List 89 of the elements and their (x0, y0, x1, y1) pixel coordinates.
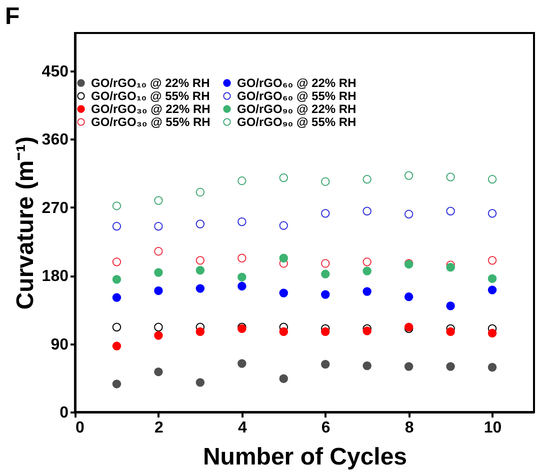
x-tick-label: 2 (154, 420, 164, 436)
point (279, 173, 288, 182)
y-tick-label: 270 (42, 200, 69, 217)
point (154, 222, 163, 231)
point (362, 266, 372, 276)
point (320, 290, 330, 299)
legend-label: GO/rGO₆₀ @ 22% RH (237, 76, 356, 90)
point (112, 322, 122, 332)
point (488, 209, 497, 218)
point (488, 274, 497, 283)
point (362, 361, 372, 370)
x-tick-label: 4 (238, 420, 247, 436)
point (488, 286, 497, 294)
point (362, 206, 372, 216)
point (112, 201, 122, 210)
point (320, 360, 330, 369)
legend-label: GO/rGO₃₀ @ 55% RH (91, 115, 210, 129)
y-tick-label: 450 (42, 63, 69, 80)
legend-label: GO/rGO₉₀ @ 22% RH (237, 102, 356, 116)
point (238, 282, 246, 291)
legend-label: GO/rGO₁₀ @ 55% RH (91, 89, 210, 103)
point (446, 302, 455, 310)
point (279, 327, 288, 336)
point (320, 259, 330, 268)
point (238, 254, 246, 262)
point (196, 327, 205, 336)
x-tick-label: 8 (404, 420, 414, 436)
legend-label: GO/rGO₆₀ @ 55% RH (237, 89, 356, 103)
point (154, 331, 163, 340)
point (238, 217, 246, 226)
legend-label: GO/rGO₉₀ @ 55% RH (237, 115, 356, 129)
point (154, 367, 163, 376)
point (320, 209, 330, 218)
point (154, 286, 163, 296)
point (238, 272, 246, 282)
point (446, 206, 455, 216)
point (112, 293, 122, 302)
point (238, 359, 246, 368)
point (446, 262, 455, 272)
point (362, 174, 372, 184)
point (112, 222, 122, 231)
point (112, 342, 122, 350)
point (446, 327, 455, 336)
point (196, 284, 205, 293)
point (196, 220, 205, 228)
point (362, 258, 372, 266)
point (446, 172, 455, 182)
point (320, 327, 330, 336)
point (154, 322, 163, 332)
legend-label: GO/rGO₃₀ @ 22% RH (91, 102, 210, 116)
point (279, 288, 288, 298)
x-tick-label: 0 (76, 420, 84, 436)
point (112, 274, 122, 284)
x-tick-label: 10 (484, 420, 502, 436)
point (488, 362, 497, 372)
point (404, 362, 414, 371)
point (154, 268, 163, 277)
point (320, 270, 330, 278)
point (320, 177, 330, 186)
point (112, 258, 122, 266)
point (196, 256, 205, 265)
y-tick-label: 180 (42, 268, 69, 286)
x-axis-title: Number of Cycles (202, 444, 408, 470)
point (196, 188, 205, 197)
x-tick-label: 6 (321, 420, 330, 436)
point (279, 374, 288, 384)
point (196, 266, 205, 275)
point (404, 210, 414, 219)
point (488, 328, 497, 338)
point (362, 287, 372, 296)
point (279, 254, 288, 262)
point (154, 196, 163, 205)
y-tick-label: 360 (42, 132, 69, 149)
text: F (5, 3, 20, 30)
point (238, 176, 246, 186)
point (488, 256, 497, 265)
point (279, 221, 288, 230)
point (112, 380, 122, 388)
point (154, 246, 163, 256)
point (488, 174, 497, 184)
point (404, 171, 414, 180)
y-axis-title: Curvature (m⁻¹) (12, 136, 39, 310)
point (446, 362, 455, 371)
y-tick-label: 90 (50, 336, 69, 354)
y-tick-label: 0 (60, 404, 69, 422)
point (404, 292, 414, 302)
point (362, 326, 372, 336)
legend-label: GO/rGO₁₀ @ 22% RH (91, 76, 210, 90)
point (196, 378, 205, 387)
